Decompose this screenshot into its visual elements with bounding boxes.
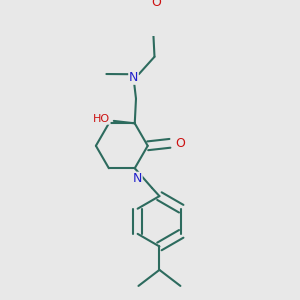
Text: O: O xyxy=(176,137,185,150)
Text: N: N xyxy=(133,172,142,185)
Text: HO: HO xyxy=(93,114,110,124)
Text: O: O xyxy=(151,0,161,9)
Text: N: N xyxy=(129,71,138,84)
